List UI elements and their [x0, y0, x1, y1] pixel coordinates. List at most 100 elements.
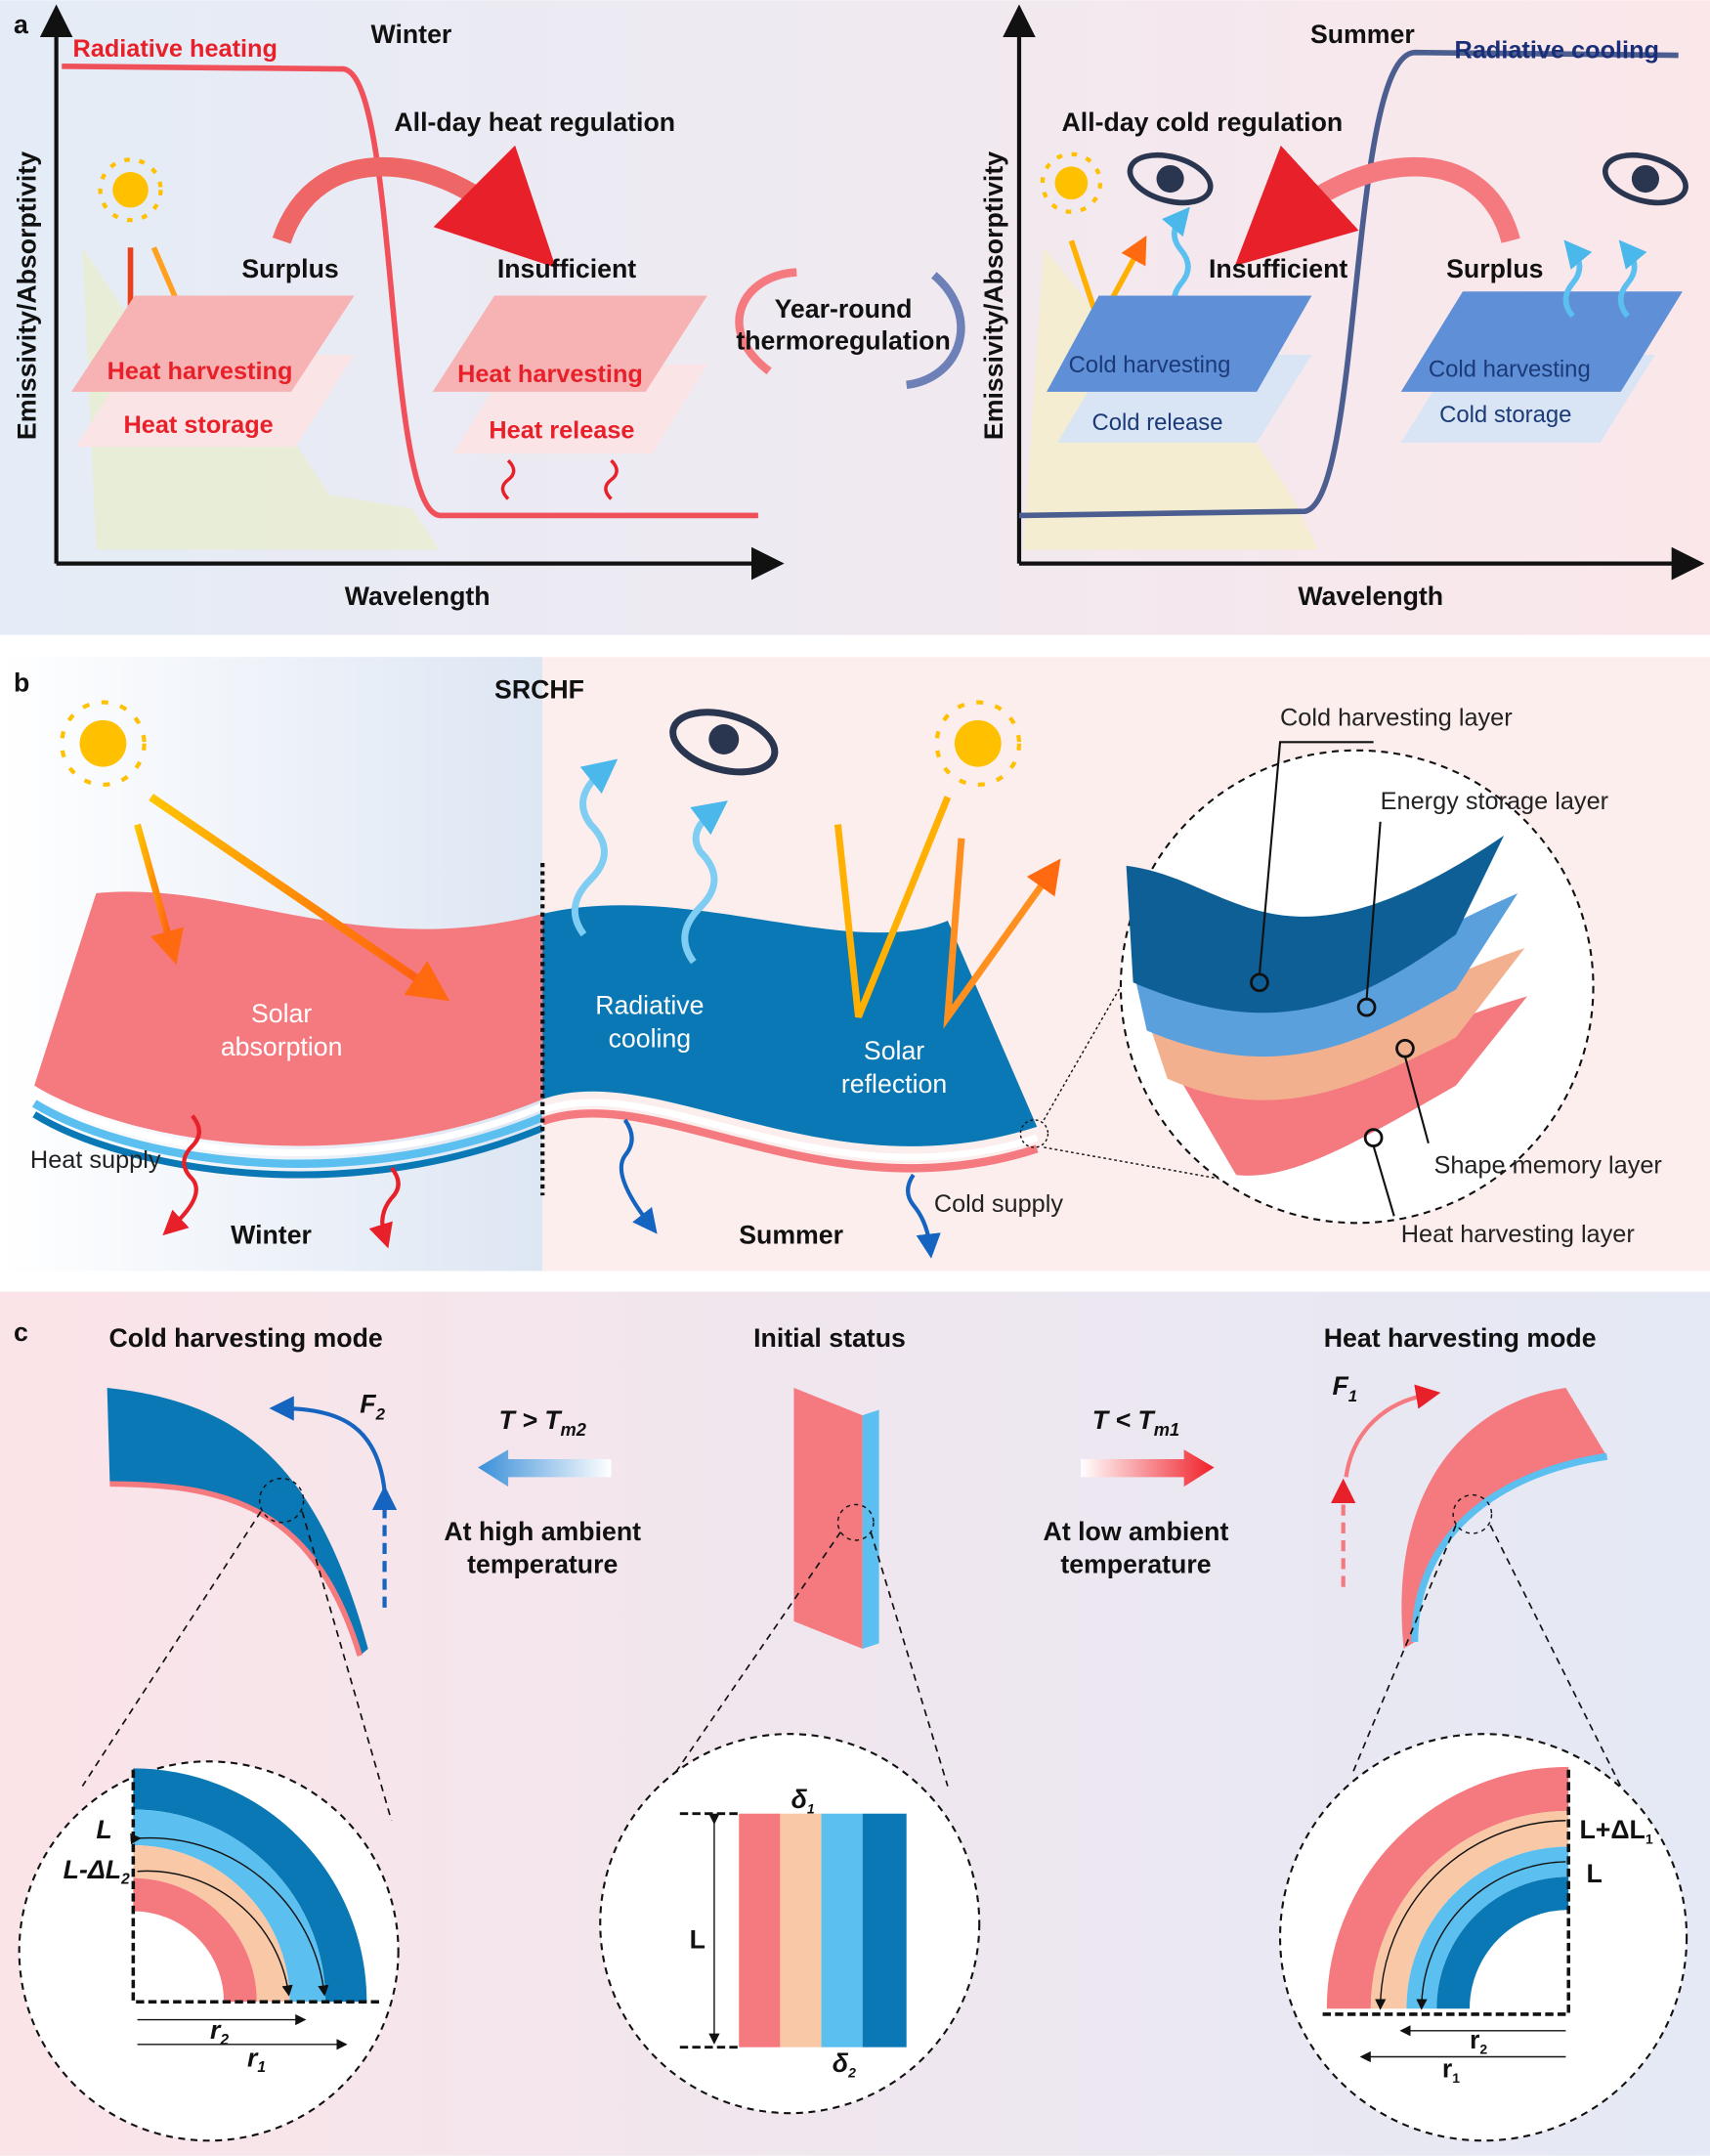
cold-supply-label: Cold supply: [934, 1190, 1064, 1218]
insufficient-label: Insufficient: [497, 254, 636, 283]
heat-harvesting-label: Heat harvesting: [457, 361, 643, 388]
dim-l: L: [690, 1924, 705, 1954]
surplus-label: Surplus: [1446, 254, 1543, 283]
dim-r2: r2: [1470, 2025, 1487, 2057]
x-axis-label: Wavelength: [1298, 582, 1443, 611]
heat-wave-icon: [368, 1166, 401, 1249]
cold-storage-label: Cold storage: [1439, 402, 1571, 428]
cold-harvesting-label: Cold harvesting: [1429, 356, 1591, 382]
cold-mode-title: Cold harvesting mode: [108, 1323, 382, 1353]
heat-mode-title: Heat harvesting mode: [1324, 1323, 1597, 1353]
high-temp-label: At high ambient: [444, 1517, 641, 1546]
high-temp-condition: T > Tm2: [499, 1405, 586, 1440]
panel-label-c: c: [14, 1317, 28, 1347]
thermal-emission-icon: [1617, 239, 1647, 319]
solar-absorption-label: Solar: [251, 999, 312, 1028]
dim-r1: r1: [1442, 2054, 1460, 2087]
sunlight-arrow: [134, 823, 184, 966]
right-arrow: [1081, 1449, 1215, 1488]
dim-l: L: [96, 1815, 111, 1844]
heat-harvesting-label: Heat harvesting: [107, 358, 293, 385]
cold-mode-magnifier: L L-ΔL2 r2 r1: [18, 1760, 400, 2142]
left-arrow: [478, 1449, 612, 1488]
dim-r1: r1: [247, 2043, 266, 2076]
solar-reflection-label: reflection: [841, 1069, 947, 1099]
panel-label-b: b: [14, 668, 29, 697]
outer-space-icon: [1127, 151, 1214, 206]
reflection-arrow: [834, 796, 952, 1018]
cold-harvesting-label: Cold harvesting: [1069, 352, 1231, 378]
season-label: Winter: [371, 20, 452, 49]
thermal-emission-icon: [1562, 239, 1593, 319]
low-temp-label: At low ambient: [1044, 1517, 1229, 1546]
transfer-arrow: [1234, 145, 1520, 267]
thermal-emission-icon: [681, 800, 728, 965]
dim-l: L: [1586, 1859, 1602, 1888]
sun-icon: [1040, 151, 1103, 214]
cold-release-label: Cold release: [1091, 410, 1222, 436]
panel-label-a: a: [14, 10, 29, 39]
y-axis-label: Emissivity/Absorptivity: [979, 151, 1008, 440]
panel-c: c Cold harvesting mode Initial status He…: [0, 1291, 1710, 2156]
surplus-label: Surplus: [241, 254, 338, 283]
radiative-cooling-label: Radiative: [595, 991, 704, 1020]
insufficient-label: Insufficient: [1209, 254, 1347, 283]
heat-wave-icon: [500, 458, 516, 500]
x-axis-label: Wavelength: [345, 582, 491, 611]
transfer-arrow: [272, 145, 556, 268]
cold-harvesting-layer-label: Cold harvesting layer: [1280, 704, 1513, 731]
cold-harvesting-layer: [1047, 295, 1312, 392]
panel-a: a Radiative heating Winter All-day heat …: [0, 0, 1710, 635]
cycle-arrow: [735, 268, 797, 375]
layer-magnifier: Cold harvesting layer Energy storage lay…: [1019, 704, 1662, 1248]
heat-mode-film: [1401, 1387, 1607, 1650]
dim-l-minus: L-ΔL2: [64, 1855, 130, 1888]
cold-mode-film: [107, 1387, 368, 1657]
summer-chart: Radiative cooling Summer All-day cold re…: [979, 4, 1705, 611]
solar-reflection-label: Solar: [864, 1036, 924, 1065]
panel-b: b SRCHF Solar absorption Radiative cooli…: [0, 657, 1710, 1272]
winter-chart: Radiative heating Winter All-day heat re…: [13, 4, 785, 611]
regulation-label: All-day heat regulation: [394, 108, 675, 137]
cold-wave-icon: [906, 1173, 941, 1259]
dim-r2: r2: [210, 2015, 229, 2048]
low-temp-condition: T < Tm1: [1092, 1405, 1179, 1440]
sun-icon: [60, 700, 147, 788]
sun-icon: [98, 157, 163, 223]
outer-space-icon: [1602, 151, 1689, 206]
low-temp-label: temperature: [1060, 1550, 1211, 1579]
outer-space-icon: [669, 709, 779, 776]
sunlight-arrow: [149, 794, 450, 1002]
heat-release-label: Heat release: [489, 417, 634, 445]
summer-label: Summer: [739, 1220, 843, 1249]
force-arrow: [269, 1396, 387, 1491]
sun-icon: [934, 700, 1022, 788]
heat-wave-icon: [604, 458, 619, 500]
solar-spectrum: [82, 247, 440, 550]
force-f1-label: F1: [1332, 1371, 1357, 1405]
y-axis-label: Emissivity/Absorptivity: [13, 151, 42, 440]
cold-harvesting-layer: [1400, 291, 1683, 392]
regulation-label: All-day cold regulation: [1062, 108, 1344, 137]
year-round-label: Year-round: [775, 294, 913, 323]
cycle-arrow: [906, 272, 965, 390]
reflection-arrow: [943, 838, 1061, 1029]
curve-label: Radiative cooling: [1455, 36, 1659, 64]
cold-harvesting-layer-shape: [1126, 835, 1505, 1013]
heat-mode-magnifier: L+ΔL1 L r2 r1: [1278, 1733, 1689, 2142]
heat-harvesting-layer: [71, 295, 355, 392]
dim-delta1: δ1: [791, 1785, 815, 1817]
thermoregulation-label: thermoregulation: [736, 325, 950, 355]
summer-film: [542, 905, 1038, 1146]
srchf-title: SRCHF: [494, 674, 584, 704]
energy-storage-layer-label: Energy storage layer: [1381, 788, 1608, 815]
force-arrow: [1344, 1384, 1441, 1478]
season-label: Summer: [1310, 20, 1415, 49]
heat-harvesting-layer: [432, 295, 707, 392]
heat-wave-icon: [162, 1114, 201, 1236]
heat-storage-label: Heat storage: [124, 411, 274, 439]
winter-label: Winter: [231, 1220, 312, 1249]
high-temp-label: temperature: [467, 1550, 618, 1579]
energy-storage-layer-shape: [1133, 892, 1518, 1057]
